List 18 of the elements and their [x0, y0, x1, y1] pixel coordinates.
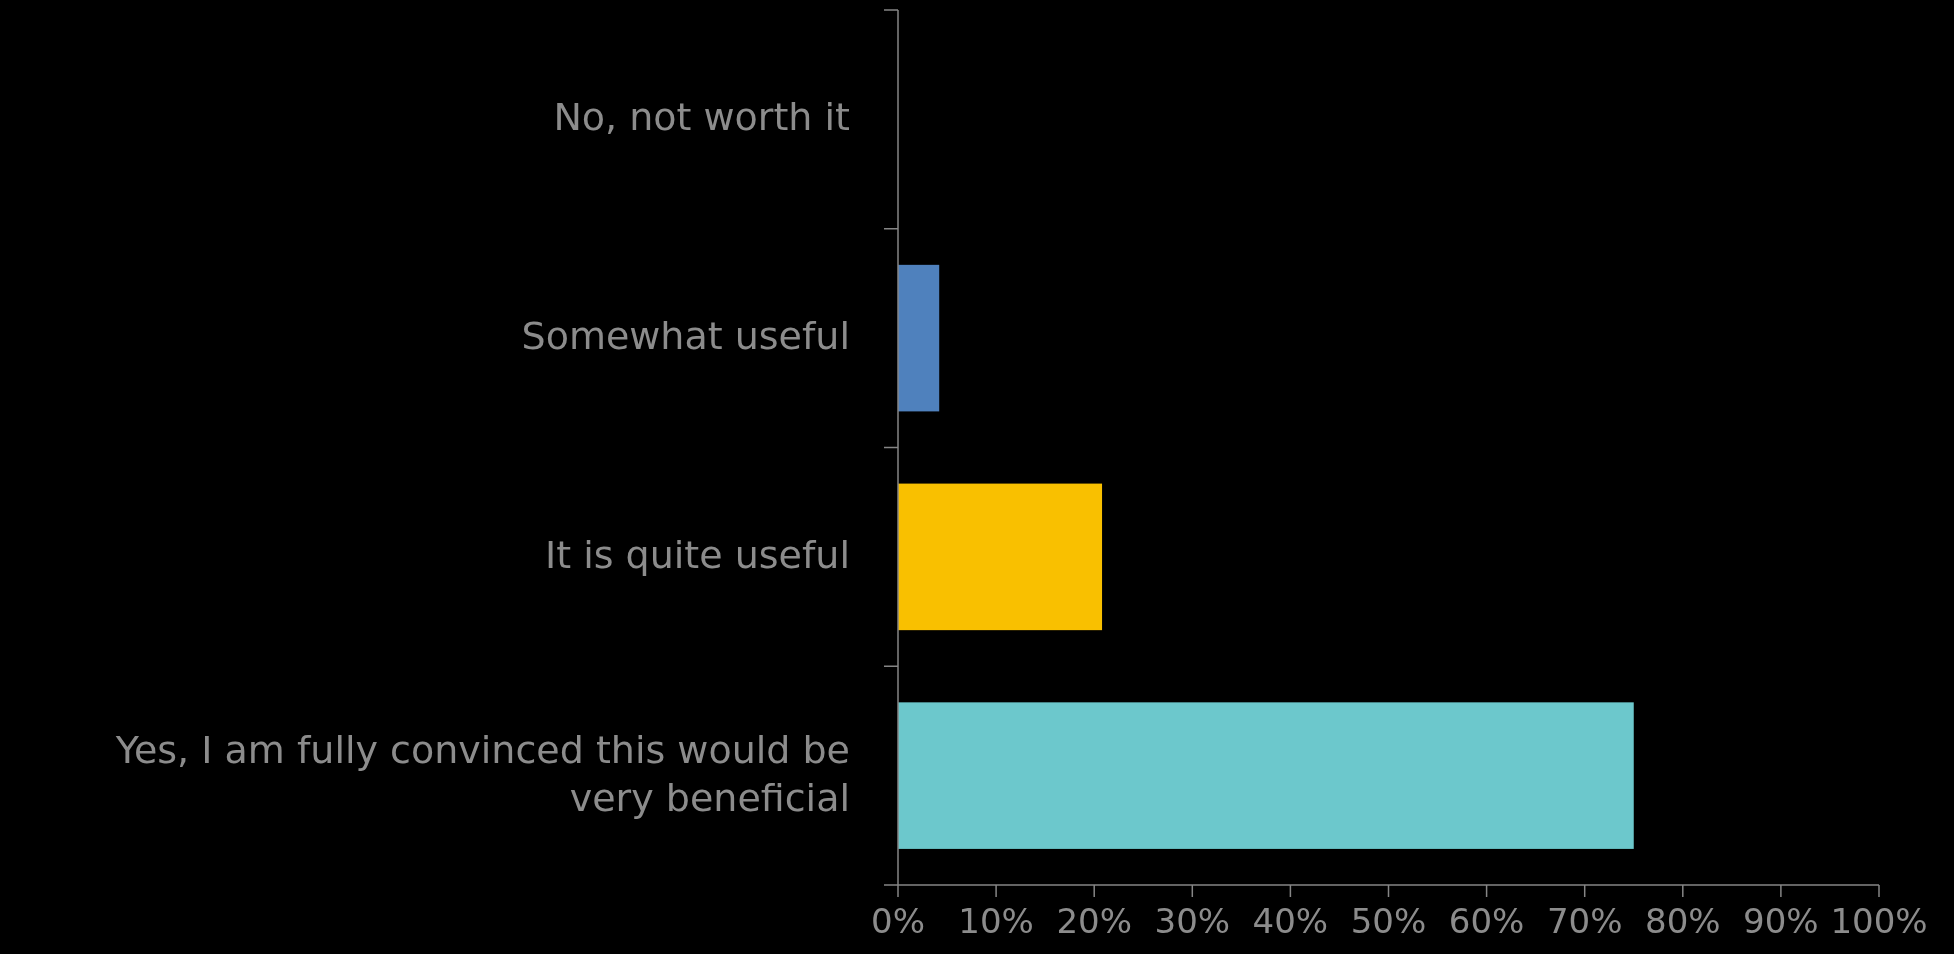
x-tick-label: 100%: [1830, 901, 1928, 941]
x-tick-label: 90%: [1743, 901, 1819, 941]
x-tick-label: 0%: [871, 901, 925, 941]
x-tick-label: 60%: [1448, 901, 1525, 941]
x-tick-label: 50%: [1350, 901, 1427, 941]
x-tick-label: 20%: [1056, 901, 1132, 941]
bar: [898, 483, 1103, 631]
x-tick-label: 80%: [1645, 901, 1721, 941]
y-tick-label: No, not worth it: [553, 94, 850, 139]
bar: [898, 702, 1634, 849]
y-tick-label: It is quite useful: [544, 532, 850, 577]
y-tick-label: Yes, I am fully convinced this would be very beneficial: [114, 727, 850, 820]
bar: [898, 264, 940, 412]
y-tick-label: Somewhat useful: [521, 313, 850, 358]
x-tick-label: 70%: [1546, 901, 1623, 941]
x-tick-label: 30%: [1154, 901, 1231, 941]
x-tick-label: 40%: [1252, 901, 1329, 941]
x-tick-label: 10%: [958, 901, 1034, 941]
